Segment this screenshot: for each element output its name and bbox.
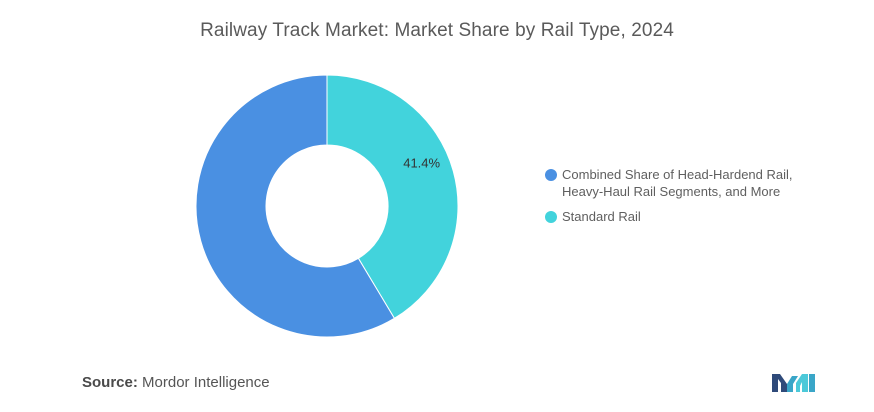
donut-slice-standard-rail [326, 74, 459, 320]
legend-label: Combined Share of Head-Hardend Rail, [562, 167, 793, 182]
chart-title: Railway Track Market: Market Share by Ra… [200, 20, 674, 41]
source-note: Source: Mordor Intelligence [82, 374, 270, 391]
data-label: 41.4% [403, 155, 440, 170]
legend-swatch [545, 211, 557, 223]
mordor-intelligence-logo [772, 374, 815, 392]
legend-item: Standard Rail [545, 208, 845, 225]
legend-label: Heavy-Haul Rail Segments, and More [562, 184, 781, 199]
legend-item: Combined Share of Head-Hardend Rail, Heav… [545, 166, 845, 200]
source-label: Source: [82, 374, 138, 391]
legend-swatch [545, 169, 557, 181]
chart-legend: Combined Share of Head-Hardend Rail, Heav… [545, 166, 845, 233]
legend-label: Standard Rail [562, 209, 641, 224]
source-text: Mordor Intelligence [142, 374, 270, 391]
donut-slice-combined-share [195, 74, 396, 338]
